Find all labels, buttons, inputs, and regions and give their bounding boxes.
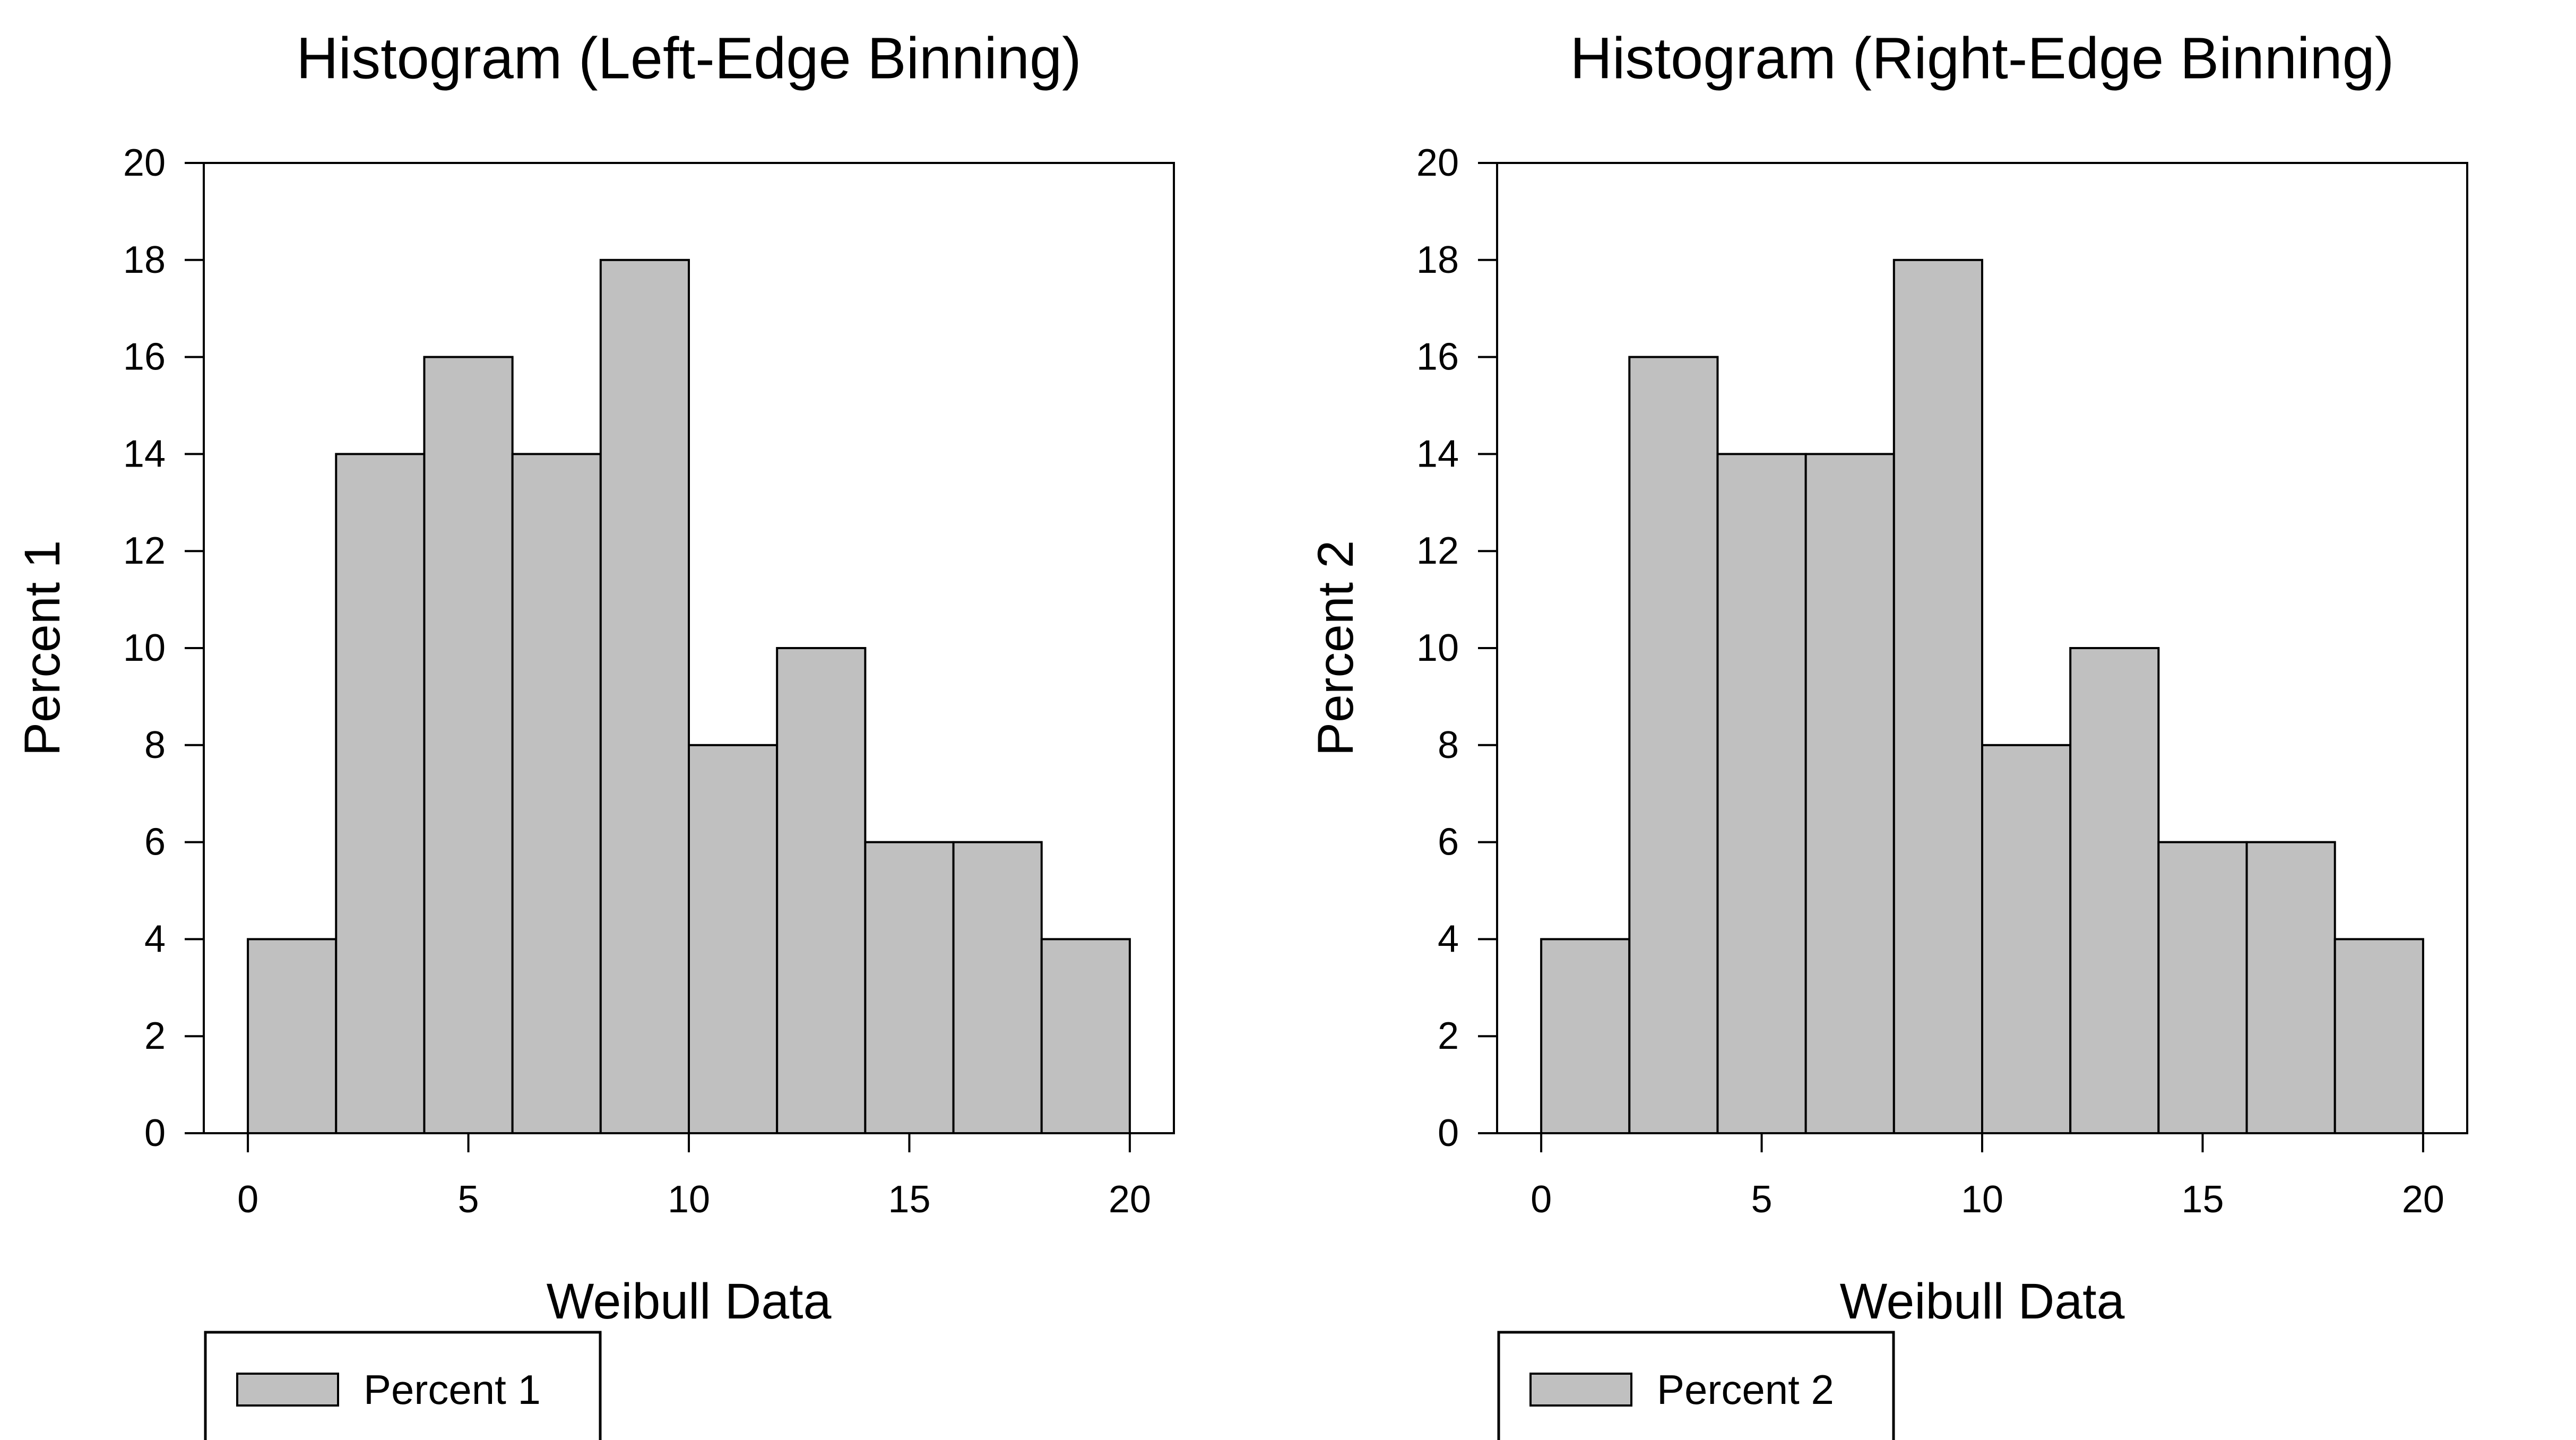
y-tick-label: 8 — [144, 724, 166, 766]
y-tick-label: 20 — [1416, 142, 1459, 184]
x-tick-label: 10 — [668, 1178, 710, 1221]
y-tick-label: 4 — [144, 918, 166, 960]
histogram-bar — [1540, 938, 1631, 1135]
y-tick-label: 14 — [1416, 433, 1459, 475]
x-tick-label: 5 — [458, 1178, 479, 1221]
x-tick-label: 15 — [2181, 1178, 2224, 1221]
histogram-bar — [247, 938, 338, 1135]
x-tick-label: 20 — [2402, 1178, 2444, 1221]
x-axis-label: Weibull Data — [1840, 1273, 2125, 1330]
y-tick-label: 10 — [1416, 627, 1459, 669]
y-axis-label: Percent 2 — [1308, 540, 1364, 756]
histogram-bar — [2245, 841, 2336, 1134]
y-tick-label: 12 — [1416, 530, 1459, 572]
histogram-bar — [952, 841, 1043, 1134]
y-tick-label: 0 — [144, 1112, 166, 1154]
histogram-bar — [1716, 453, 1807, 1134]
legend-swatch — [1529, 1373, 1632, 1407]
legend-label: Percent 1 — [364, 1366, 541, 1413]
y-tick-label: 18 — [1416, 239, 1459, 281]
y-tick-label: 14 — [123, 433, 166, 475]
y-tick-label: 4 — [1438, 918, 1459, 960]
y-tick-label: 18 — [123, 239, 166, 281]
y-tick-label: 6 — [144, 821, 166, 864]
x-tick-label: 15 — [888, 1178, 930, 1221]
histogram-bar — [511, 453, 602, 1134]
histogram-bar — [776, 647, 867, 1134]
x-tick-label: 10 — [1961, 1178, 2003, 1221]
histogram-bar — [688, 744, 779, 1135]
y-tick-label: 12 — [123, 530, 166, 572]
y-tick-label: 16 — [123, 336, 166, 378]
x-tick-label: 20 — [1109, 1178, 1151, 1221]
histogram-bar — [1804, 453, 1895, 1134]
histogram-bar — [1981, 744, 2072, 1135]
left-histogram-panel: 0 2 4 6 8 10 12 14 16 18 20 0 5 10 15 20 Histogram (Left… — [14, 26, 1175, 1440]
x-tick-label: 0 — [1531, 1178, 1552, 1221]
histogram-bar — [1892, 258, 1983, 1134]
x-tick-label: 5 — [1751, 1178, 1773, 1221]
y-tick-label: 6 — [1438, 821, 1459, 864]
histogram-bar — [2333, 938, 2424, 1135]
chart-title: Histogram (Right-Edge Binning) — [1570, 26, 2395, 91]
histogram-bar — [1040, 938, 1131, 1135]
histogram-bar — [2157, 841, 2248, 1134]
chart-title: Histogram (Left-Edge Binning) — [296, 26, 1082, 91]
histogram-bar — [599, 258, 690, 1134]
histogram-bar — [2069, 647, 2160, 1134]
histogram-bar — [335, 453, 426, 1134]
legend: Percent 1 — [204, 1331, 602, 1440]
legend: Percent 2 — [1497, 1331, 1895, 1440]
y-tick-label: 2 — [1438, 1015, 1459, 1057]
histogram-bar — [1628, 356, 1719, 1134]
legend-label: Percent 2 — [1657, 1366, 1834, 1413]
legend-swatch — [236, 1373, 339, 1407]
histogram-bar — [864, 841, 955, 1134]
y-tick-label: 20 — [123, 142, 166, 184]
histogram-bar — [423, 356, 514, 1134]
y-tick-label: 2 — [144, 1015, 166, 1057]
y-axis-label: Percent 1 — [14, 540, 71, 756]
right-histogram-panel: 0 2 4 6 8 10 12 14 16 18 20 0 5 10 15 20 Histogram (Righ… — [1308, 26, 2468, 1440]
y-tick-label: 16 — [1416, 336, 1459, 378]
x-tick-label: 0 — [237, 1178, 258, 1221]
y-tick-label: 8 — [1438, 724, 1459, 766]
y-tick-label: 10 — [123, 627, 166, 669]
x-axis-label: Weibull Data — [547, 1273, 832, 1330]
y-tick-label: 0 — [1438, 1112, 1459, 1154]
